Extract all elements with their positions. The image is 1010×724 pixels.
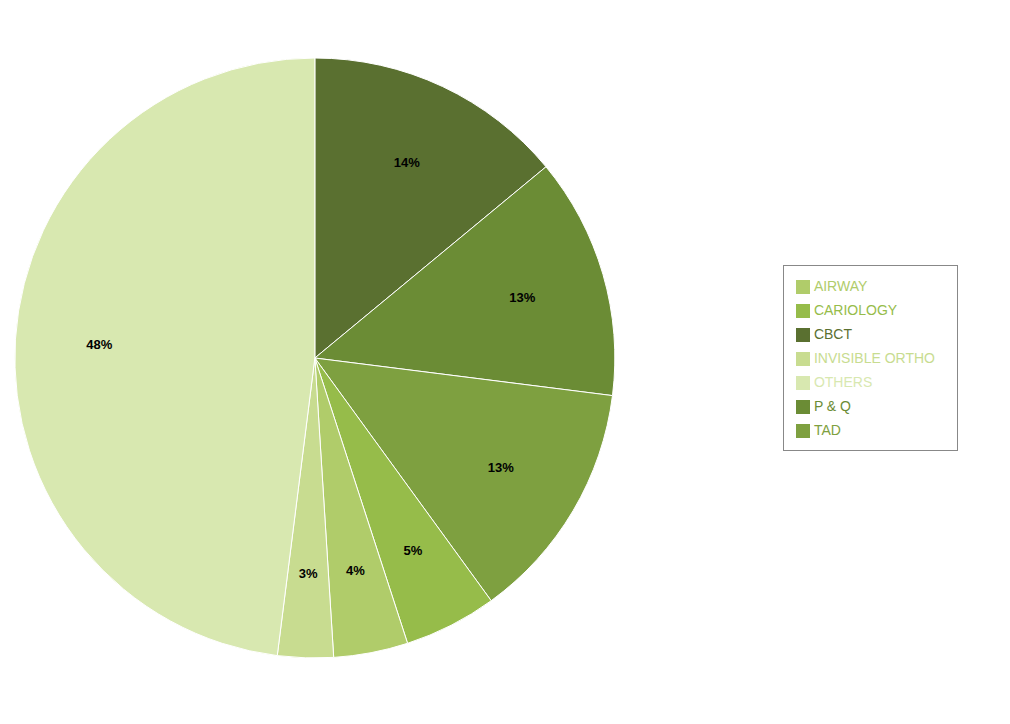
svg-text:13%: 13%: [488, 460, 514, 475]
svg-text:48%: 48%: [86, 337, 112, 352]
html-text:AIRWAY: AIRWAY: [813, 278, 868, 294]
svg-text:5%: 5%: [404, 543, 423, 558]
html-text:CBCT: CBCT: [813, 326, 852, 342]
html-text:CARIOLOGY: CARIOLOGY: [813, 302, 898, 318]
html-text:INVISIBLE ORTHO: INVISIBLE ORTHO: [813, 350, 935, 366]
html-text:TAD: TAD: [813, 422, 841, 438]
html-text:OTHERS: OTHERS: [813, 374, 873, 390]
html-text:P & Q: P & Q: [813, 398, 851, 414]
svg-text:3%: 3%: [299, 566, 318, 581]
svg-text:4%: 4%: [346, 563, 365, 578]
svg-text:13%: 13%: [509, 290, 535, 305]
svg-text:14%: 14%: [394, 155, 420, 170]
